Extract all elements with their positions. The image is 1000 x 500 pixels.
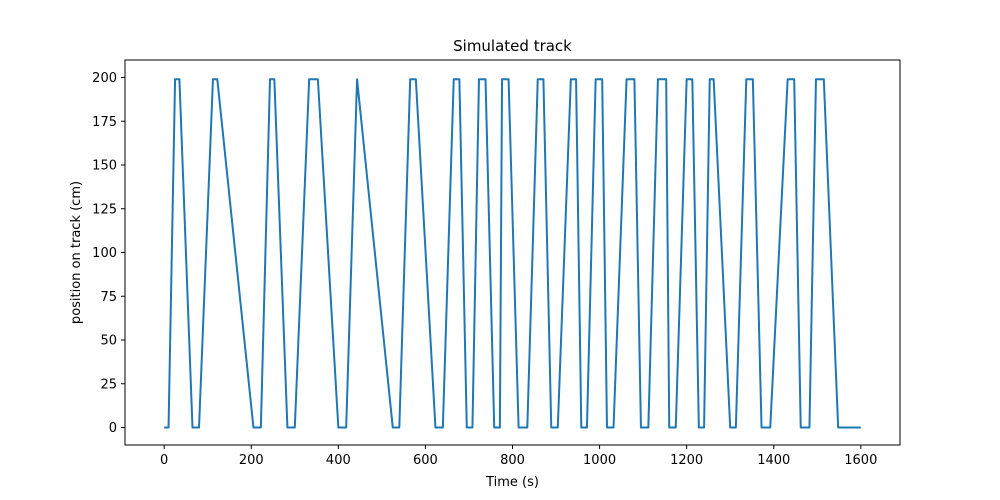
x-tick-label: 1600 (844, 453, 877, 468)
series-line-track (164, 78, 861, 429)
plot-area (125, 60, 900, 445)
chart-title: Simulated track (453, 37, 572, 55)
x-tick-label: 600 (413, 453, 438, 468)
y-axis-label: position on track (cm) (69, 181, 84, 324)
axes-frame (124, 59, 901, 446)
chart-marks (164, 78, 861, 429)
y-tick-label: 150 (92, 159, 117, 174)
x-tick-label: 200 (239, 453, 264, 468)
axis-ticks: 0 200 400 600 800 1000 1200 1400 1600 0 25 50 75 100 1… (92, 71, 877, 468)
y-tick-label: 125 (92, 202, 117, 217)
x-tick-label: 1200 (670, 453, 703, 468)
y-tick-label: 50 (100, 334, 117, 349)
x-axis-label: Time (s) (485, 475, 539, 490)
x-tick-label: 800 (500, 453, 525, 468)
x-tick-label: 400 (326, 453, 351, 468)
y-tick-label: 175 (92, 115, 117, 130)
x-tick-label: 0 (160, 453, 168, 468)
x-tick-label: 1000 (583, 453, 616, 468)
y-tick-label: 25 (100, 377, 117, 392)
x-tick-label: 1400 (757, 453, 790, 468)
y-tick-label: 100 (92, 246, 117, 261)
y-tick-label: 0 (109, 421, 117, 436)
y-tick-label: 75 (100, 290, 117, 305)
y-tick-label: 200 (92, 71, 117, 86)
